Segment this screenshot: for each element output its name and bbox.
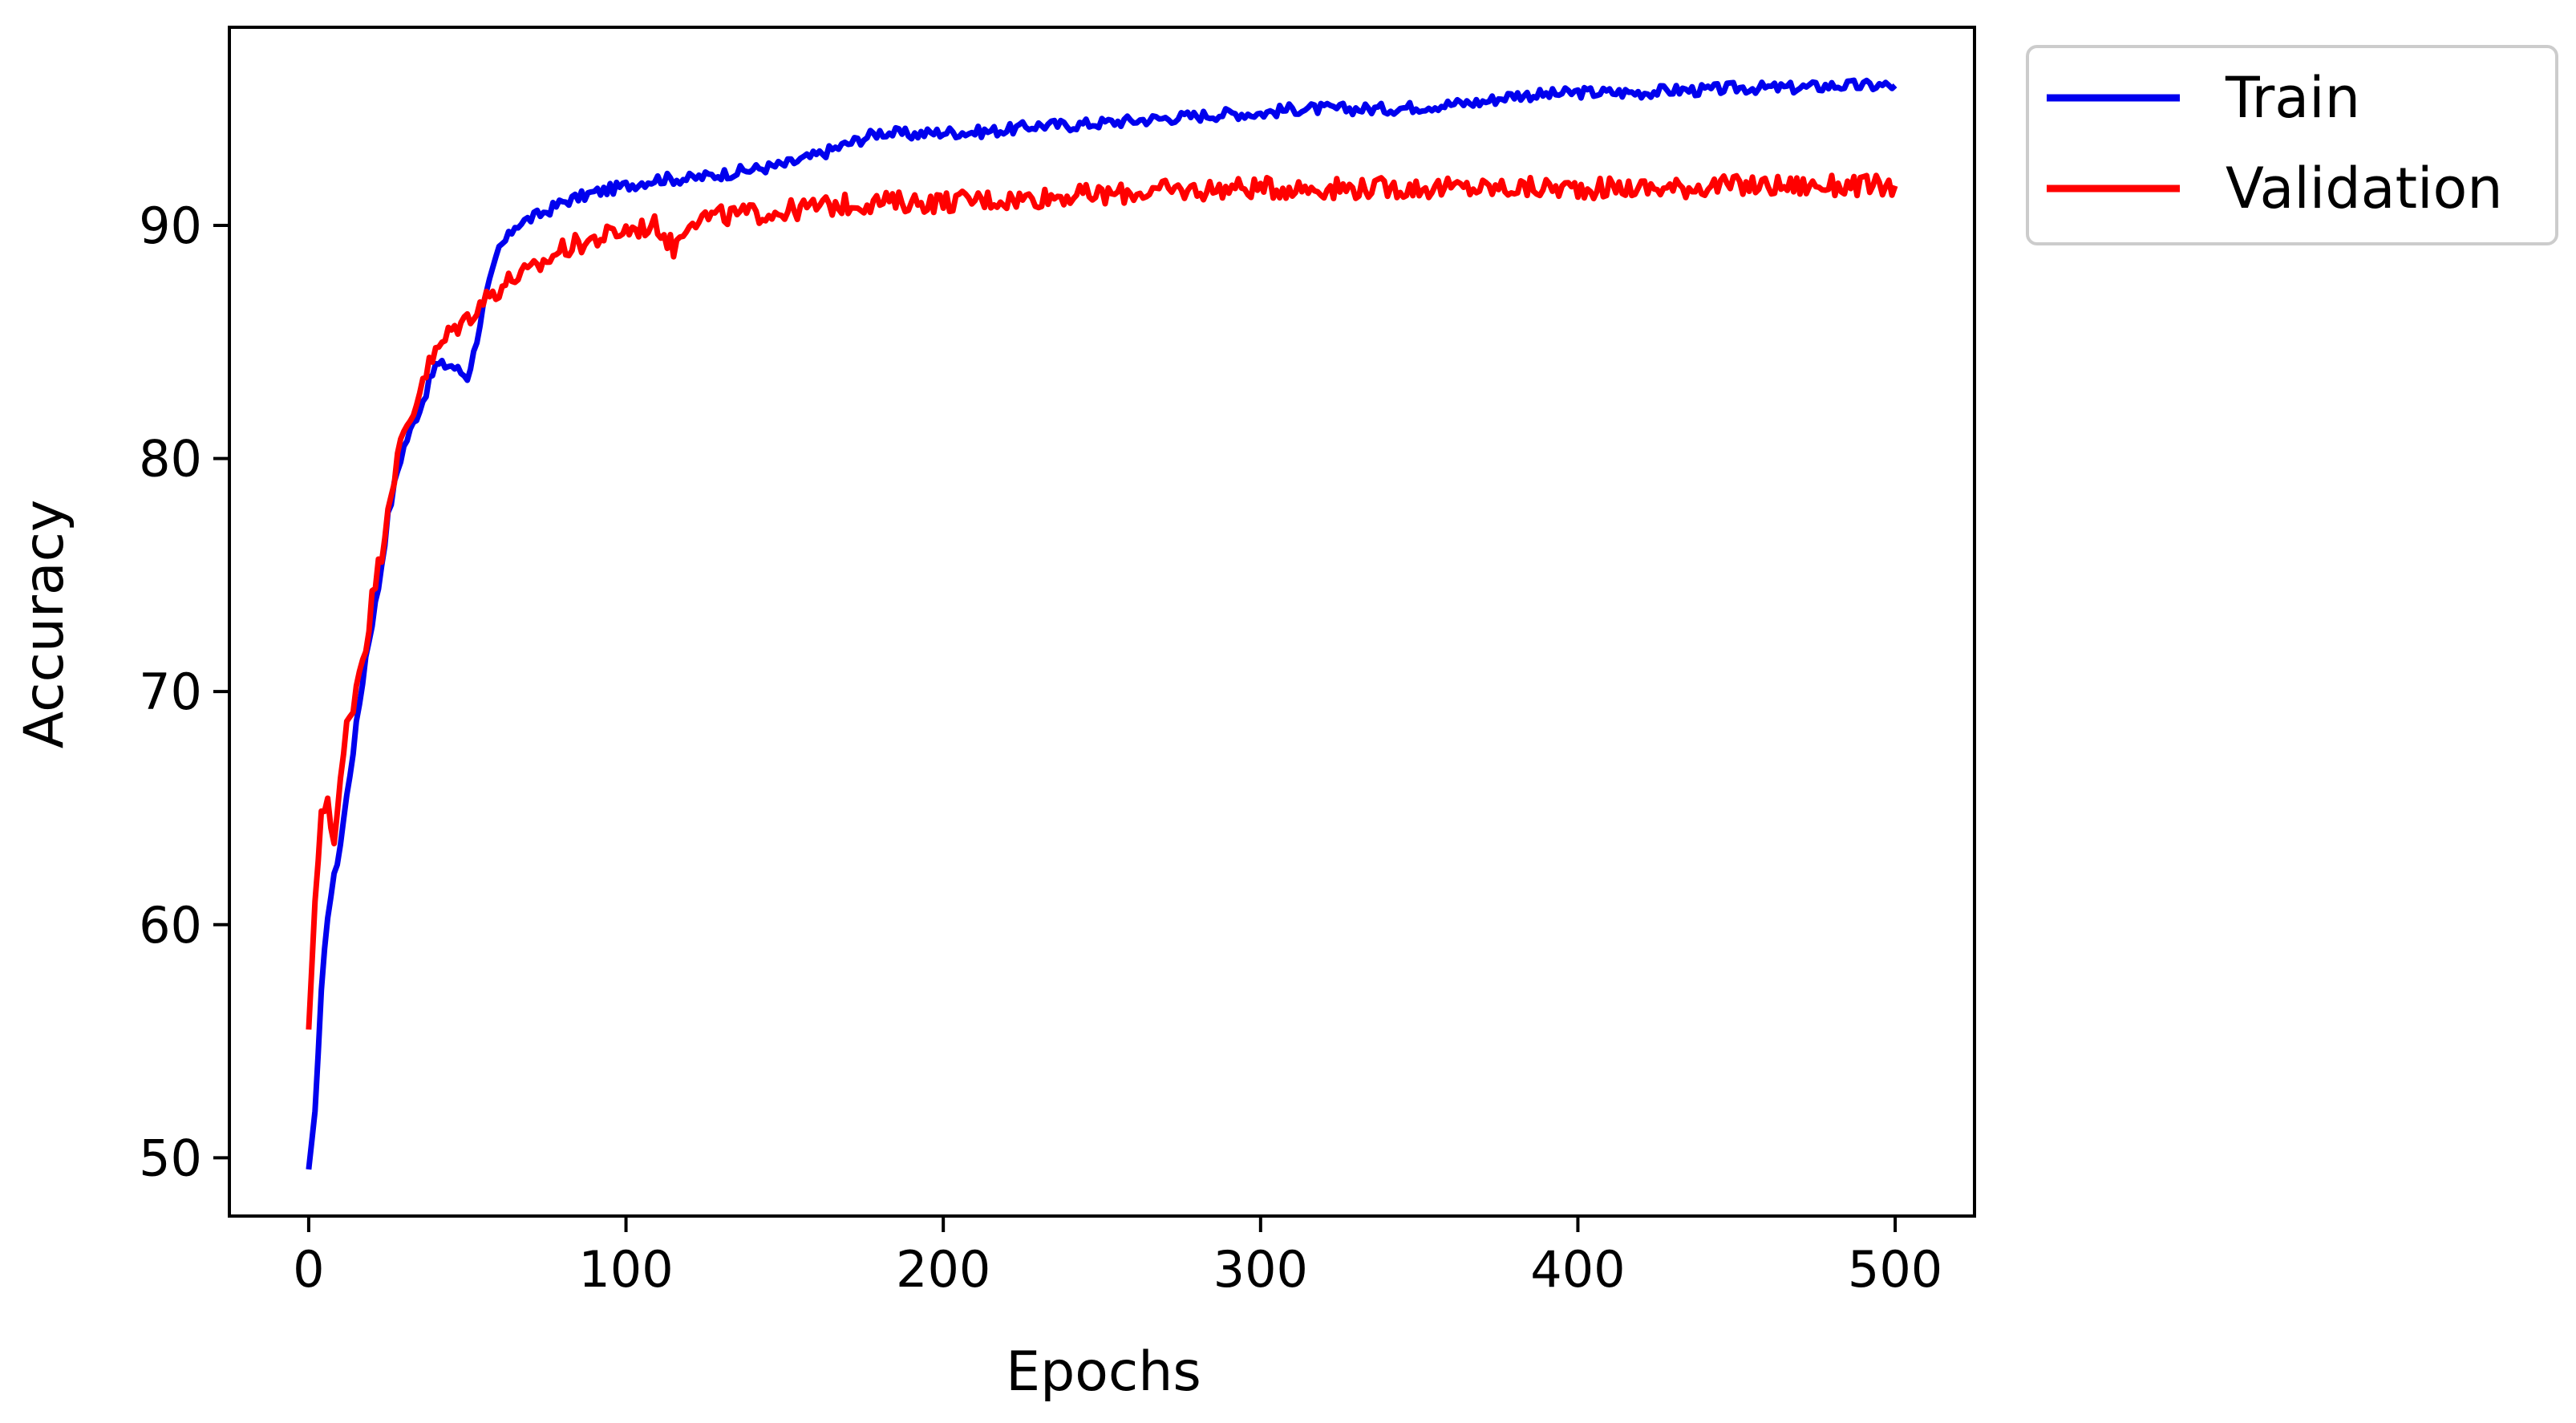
series-line-validation xyxy=(306,172,1898,1030)
plot-frame xyxy=(228,26,1976,1218)
y-tick-label: 80 xyxy=(139,430,202,489)
legend-label-train: Train xyxy=(2225,65,2360,131)
x-tick-label: 100 xyxy=(578,1240,673,1299)
x-tick-label: 400 xyxy=(1530,1240,1625,1299)
plot-area xyxy=(228,26,1976,1218)
y-tick-label: 90 xyxy=(139,197,202,255)
x-axis-ticks: 0 100 200 300 400 500 xyxy=(293,1216,1942,1299)
legend-label-validation: Validation xyxy=(2226,156,2503,221)
x-tick-label: 200 xyxy=(896,1240,990,1299)
x-axis-label: Epochs xyxy=(1006,1340,1201,1404)
x-tick-label: 0 xyxy=(293,1240,324,1299)
legend: Train Validation xyxy=(2026,45,2558,245)
x-tick-label: 300 xyxy=(1213,1240,1308,1299)
y-axis-ticks: 50 60 70 80 90 xyxy=(139,197,229,1187)
y-tick-label: 60 xyxy=(139,896,202,955)
series-line-train xyxy=(306,77,1898,1170)
x-tick-label: 500 xyxy=(1848,1240,1942,1299)
y-tick-label: 50 xyxy=(139,1129,202,1187)
y-tick-label: 70 xyxy=(139,663,202,721)
y-axis-label: Accuracy xyxy=(13,500,76,748)
